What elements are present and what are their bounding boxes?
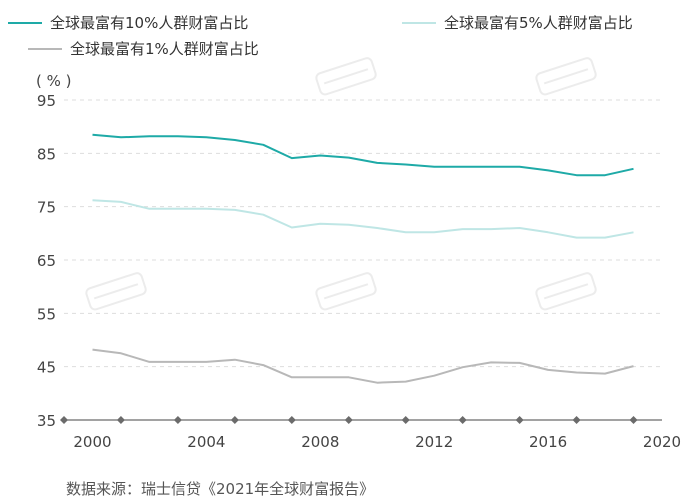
x-axis-marker xyxy=(116,416,125,424)
x-axis-marker xyxy=(629,416,638,424)
watermark xyxy=(315,272,377,311)
x-axis-marker xyxy=(344,416,353,424)
x-axis-marker xyxy=(572,416,581,424)
x-tick-label: 2004 xyxy=(187,433,225,451)
x-axis xyxy=(60,416,662,424)
legend-swatch-top5 xyxy=(402,21,436,24)
watermark-stroke xyxy=(323,68,369,85)
watermark-shape xyxy=(315,272,377,311)
y-tick-label: 35 xyxy=(37,412,56,430)
watermark xyxy=(535,272,597,311)
legend-label-top1: 全球最富有1%人群财富占比 xyxy=(70,40,259,58)
legend-label-top10: 全球最富有10%人群财富占比 xyxy=(50,14,249,32)
x-tick-label: 2008 xyxy=(301,433,339,451)
y-tick-label: 55 xyxy=(37,305,56,323)
x-tick-label: 2012 xyxy=(415,433,453,451)
series-lines xyxy=(92,133,634,384)
watermark-stroke xyxy=(543,68,589,85)
source-note: 数据来源：瑞士信贷《2021年全球财富报告》 xyxy=(66,480,375,498)
x-tick-label: 2000 xyxy=(73,433,111,451)
watermark-shape xyxy=(315,57,377,96)
watermark-shape xyxy=(85,272,147,311)
watermark-shape xyxy=(535,57,597,96)
x-axis-marker xyxy=(458,416,467,424)
legend-item-top10: 全球最富有10%人群财富占比 xyxy=(8,12,248,33)
watermark-stroke xyxy=(543,283,589,300)
x-axis-marker xyxy=(401,416,410,424)
legend-swatch-top10 xyxy=(8,21,42,24)
y-tick-label: 65 xyxy=(37,252,56,270)
x-axis-marker xyxy=(173,416,182,424)
series-line-2 xyxy=(92,199,634,239)
legend-item-top5: 全球最富有5%人群财富占比 xyxy=(402,12,633,33)
legend-item-top1: 全球最富有1%人群财富占比 xyxy=(28,38,259,59)
x-axis-marker xyxy=(515,416,524,424)
watermark xyxy=(85,272,147,311)
x-axis-marker xyxy=(287,416,296,424)
x-tick-label: 2020 xyxy=(643,433,681,451)
watermark-shape xyxy=(535,272,597,311)
legend: 全球最富有10%人群财富占比 全球最富有5%人群财富占比 全球最富有1%人群财富… xyxy=(0,8,700,64)
x-tick-label: 2016 xyxy=(529,433,567,451)
y-axis-ticks: 95 85 75 65 55 45 35 xyxy=(37,92,56,430)
watermark xyxy=(315,57,377,96)
series-line-1 xyxy=(92,133,634,177)
watermarks xyxy=(85,57,597,311)
y-tick-label: 85 xyxy=(37,145,56,163)
watermark xyxy=(535,57,597,96)
legend-label-top5: 全球最富有5%人群财富占比 xyxy=(444,14,633,32)
x-axis-ticks: 2000 2004 2008 2012 2016 2020 xyxy=(73,433,681,451)
watermark-stroke xyxy=(323,283,369,300)
grid-lines xyxy=(64,99,662,368)
y-tick-label: 75 xyxy=(37,199,56,217)
x-axis-marker xyxy=(60,416,68,424)
legend-swatch-top1 xyxy=(28,47,62,50)
watermark-stroke xyxy=(93,283,139,300)
y-tick-label: 95 xyxy=(37,92,56,110)
y-axis-unit: ( % ) xyxy=(36,72,72,90)
x-axis-marker xyxy=(230,416,239,424)
series-line-3 xyxy=(92,348,634,384)
y-tick-label: 45 xyxy=(37,359,56,377)
